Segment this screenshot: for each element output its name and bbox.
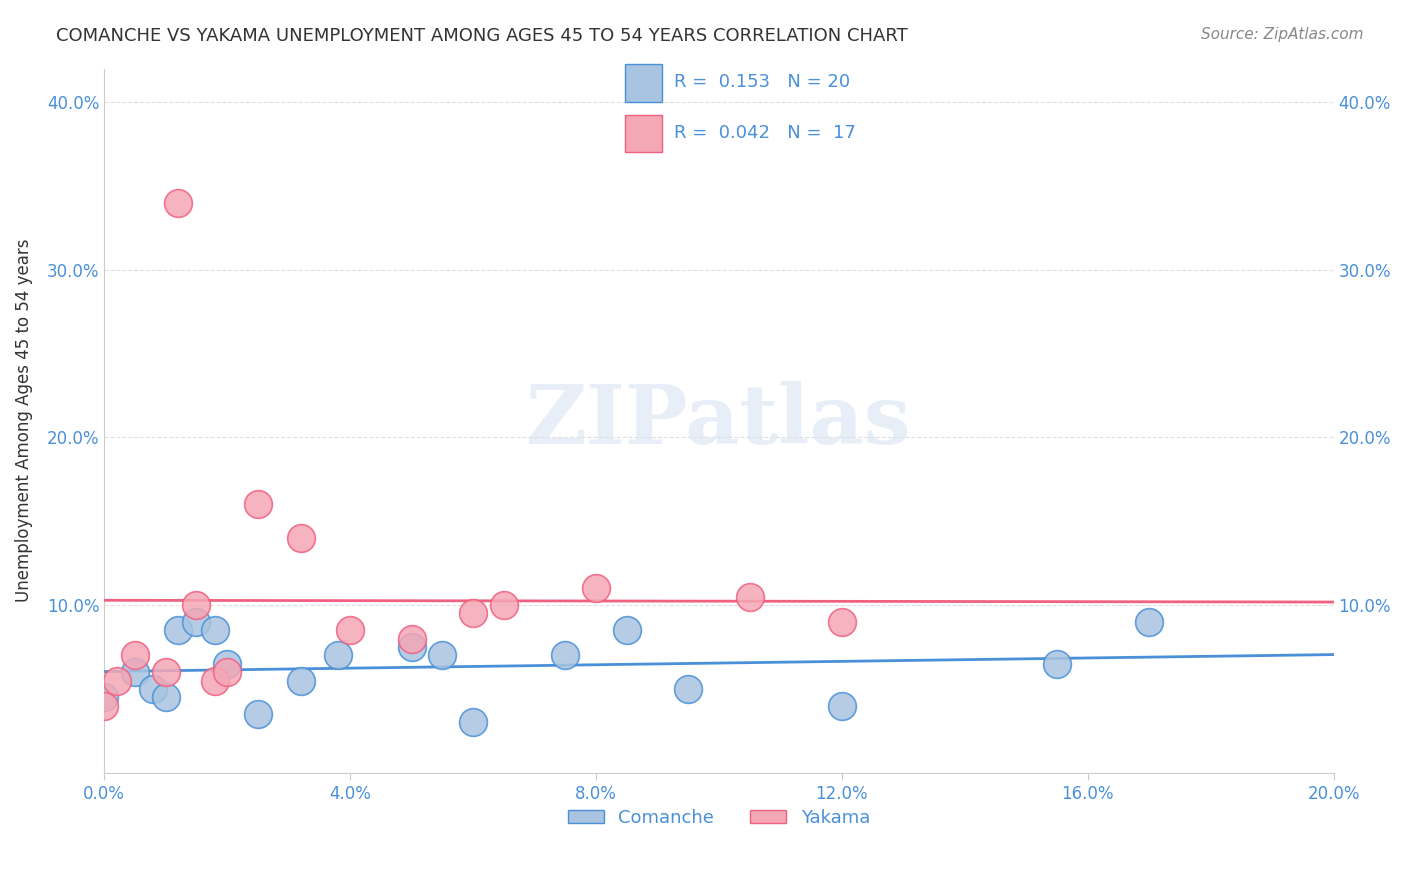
Point xyxy=(246,707,269,722)
Point xyxy=(1137,615,1160,629)
Point xyxy=(217,657,239,671)
Y-axis label: Unemployment Among Ages 45 to 54 years: Unemployment Among Ages 45 to 54 years xyxy=(15,239,32,602)
Point xyxy=(432,648,454,663)
Point xyxy=(326,648,349,663)
Point xyxy=(290,673,312,688)
Point xyxy=(217,665,239,680)
FancyBboxPatch shape xyxy=(624,64,662,102)
Point xyxy=(186,615,208,629)
FancyBboxPatch shape xyxy=(624,114,662,152)
Point xyxy=(1046,657,1069,671)
Point xyxy=(831,698,853,713)
Point xyxy=(616,624,638,638)
Point xyxy=(401,640,423,654)
Point xyxy=(290,531,312,545)
Point xyxy=(204,624,226,638)
Point xyxy=(339,624,361,638)
Point xyxy=(461,715,484,730)
Point xyxy=(105,673,128,688)
Point xyxy=(204,673,226,688)
Point xyxy=(738,590,761,604)
Point xyxy=(124,665,146,680)
Point xyxy=(554,648,576,663)
Point xyxy=(93,690,115,705)
Point xyxy=(676,681,699,696)
Point xyxy=(93,698,115,713)
Point xyxy=(246,498,269,512)
Point xyxy=(401,632,423,646)
Point xyxy=(461,607,484,621)
Point xyxy=(155,690,177,705)
Text: ZIPatlas: ZIPatlas xyxy=(526,381,911,460)
Text: COMANCHE VS YAKAMA UNEMPLOYMENT AMONG AGES 45 TO 54 YEARS CORRELATION CHART: COMANCHE VS YAKAMA UNEMPLOYMENT AMONG AG… xyxy=(56,27,908,45)
Point xyxy=(124,648,146,663)
Point xyxy=(585,582,607,596)
Point xyxy=(167,195,190,210)
Text: Source: ZipAtlas.com: Source: ZipAtlas.com xyxy=(1201,27,1364,42)
Text: R =  0.153   N = 20: R = 0.153 N = 20 xyxy=(675,73,851,91)
Point xyxy=(142,681,165,696)
Legend: Comanche, Yakama: Comanche, Yakama xyxy=(561,802,877,834)
Point xyxy=(155,665,177,680)
Point xyxy=(831,615,853,629)
Point xyxy=(186,598,208,612)
Point xyxy=(492,598,515,612)
Point xyxy=(167,624,190,638)
Text: R =  0.042   N =  17: R = 0.042 N = 17 xyxy=(675,124,856,142)
